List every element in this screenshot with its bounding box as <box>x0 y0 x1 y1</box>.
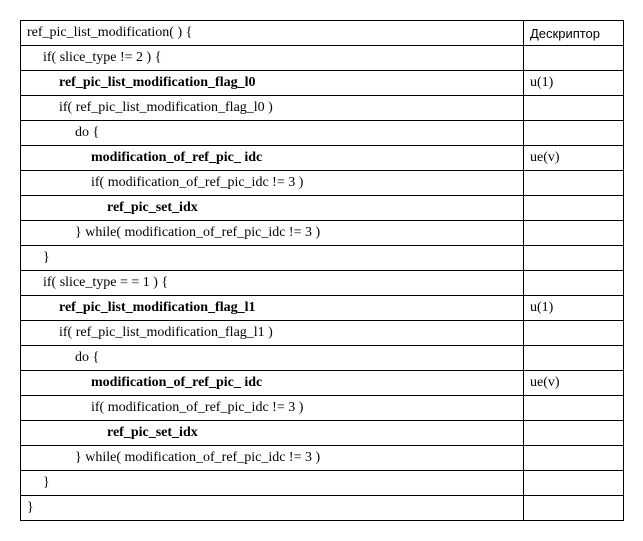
descriptor-cell <box>524 421 624 446</box>
code-cell: ref_pic_list_modification( ) { <box>21 21 524 46</box>
code-cell: ref_pic_list_modification_flag_l0 <box>21 71 524 96</box>
code-cell: } <box>21 471 524 496</box>
code-cell: if( ref_pic_list_modification_flag_l0 ) <box>21 96 524 121</box>
descriptor-cell <box>524 96 624 121</box>
code-cell: modification_of_ref_pic_ idc <box>21 146 524 171</box>
syntax-table: ref_pic_list_modification( ) {Дескриптор… <box>20 20 624 521</box>
code-cell: } while( modification_of_ref_pic_idc != … <box>21 221 524 246</box>
descriptor-cell <box>524 446 624 471</box>
table-body: ref_pic_list_modification( ) {Дескриптор… <box>21 21 624 521</box>
table-row: modification_of_ref_pic_ idcue(v) <box>21 371 624 396</box>
table-row: if( slice_type != 2 ) { <box>21 46 624 71</box>
descriptor-cell <box>524 171 624 196</box>
code-cell: ref_pic_set_idx <box>21 196 524 221</box>
table-row: } <box>21 496 624 521</box>
table-row: if( ref_pic_list_modification_flag_l0 ) <box>21 96 624 121</box>
code-cell: if( modification_of_ref_pic_idc != 3 ) <box>21 171 524 196</box>
code-cell: if( modification_of_ref_pic_idc != 3 ) <box>21 396 524 421</box>
table-row: ref_pic_list_modification_flag_l1u(1) <box>21 296 624 321</box>
table-row: ref_pic_set_idx <box>21 196 624 221</box>
table-row: } while( modification_of_ref_pic_idc != … <box>21 446 624 471</box>
code-cell: } <box>21 246 524 271</box>
table-row: if( modification_of_ref_pic_idc != 3 ) <box>21 171 624 196</box>
table-row: do { <box>21 346 624 371</box>
descriptor-cell <box>524 246 624 271</box>
code-cell: do { <box>21 346 524 371</box>
descriptor-cell <box>524 396 624 421</box>
table-row: ref_pic_list_modification_flag_l0u(1) <box>21 71 624 96</box>
code-cell: if( ref_pic_list_modification_flag_l1 ) <box>21 321 524 346</box>
descriptor-cell: ue(v) <box>524 146 624 171</box>
table-row: ref_pic_set_idx <box>21 421 624 446</box>
code-cell: if( slice_type = = 1 ) { <box>21 271 524 296</box>
code-cell: } <box>21 496 524 521</box>
table-row: if( modification_of_ref_pic_idc != 3 ) <box>21 396 624 421</box>
table-row: do { <box>21 121 624 146</box>
code-cell: ref_pic_list_modification_flag_l1 <box>21 296 524 321</box>
code-cell: modification_of_ref_pic_ idc <box>21 371 524 396</box>
table-row: if( ref_pic_list_modification_flag_l1 ) <box>21 321 624 346</box>
descriptor-cell: u(1) <box>524 296 624 321</box>
descriptor-cell: u(1) <box>524 71 624 96</box>
descriptor-cell <box>524 346 624 371</box>
table-row: } <box>21 246 624 271</box>
descriptor-cell <box>524 121 624 146</box>
table-row: } while( modification_of_ref_pic_idc != … <box>21 221 624 246</box>
descriptor-cell <box>524 221 624 246</box>
code-cell: } while( modification_of_ref_pic_idc != … <box>21 446 524 471</box>
table-row: } <box>21 471 624 496</box>
table-row: ref_pic_list_modification( ) {Дескриптор <box>21 21 624 46</box>
descriptor-cell <box>524 46 624 71</box>
descriptor-cell <box>524 471 624 496</box>
table-row: modification_of_ref_pic_ idcue(v) <box>21 146 624 171</box>
code-cell: if( slice_type != 2 ) { <box>21 46 524 71</box>
descriptor-cell <box>524 321 624 346</box>
code-cell: ref_pic_set_idx <box>21 421 524 446</box>
descriptor-cell <box>524 496 624 521</box>
descriptor-cell: ue(v) <box>524 371 624 396</box>
descriptor-cell <box>524 196 624 221</box>
descriptor-header: Дескриптор <box>524 21 624 46</box>
table-row: if( slice_type = = 1 ) { <box>21 271 624 296</box>
descriptor-cell <box>524 271 624 296</box>
code-cell: do { <box>21 121 524 146</box>
